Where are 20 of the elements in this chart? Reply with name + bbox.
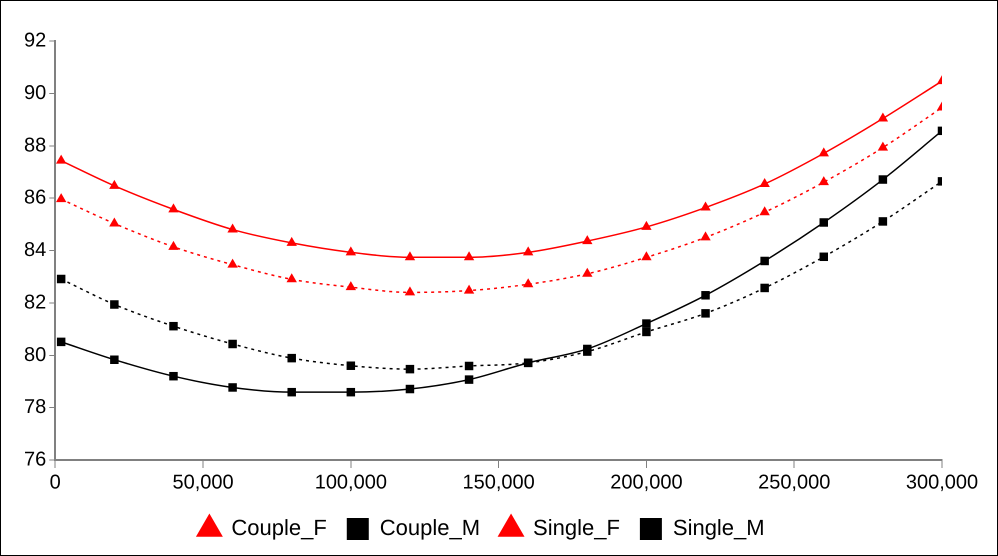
y-tick-label: 82 <box>24 291 46 314</box>
legend-label: Couple_M <box>380 515 480 540</box>
x-tick-label: 200,000 <box>610 472 683 494</box>
x-tick-label: 300,000 <box>906 472 978 494</box>
y-tick-label: 84 <box>24 239 46 262</box>
y-tick-label: 76 <box>24 448 46 471</box>
legend-label: Couple_F <box>231 515 327 540</box>
y-tick-label: 80 <box>24 344 46 366</box>
y-tick-label: 92 <box>24 30 46 52</box>
x-tick-label: 50,000 <box>172 472 234 494</box>
y-tick-label: 88 <box>24 134 46 156</box>
x-tick-label: 150,000 <box>462 472 535 494</box>
x-tick-label: 100,000 <box>314 472 387 494</box>
y-tick-label: 90 <box>24 82 46 104</box>
x-tick-label: 250,000 <box>758 472 830 494</box>
legend-label: Single_F <box>533 515 620 540</box>
y-tick-label: 78 <box>24 396 46 418</box>
x-tick-label: 0 <box>50 472 61 494</box>
legend-label: Single_M <box>672 515 765 540</box>
y-tick-label: 86 <box>24 186 46 209</box>
